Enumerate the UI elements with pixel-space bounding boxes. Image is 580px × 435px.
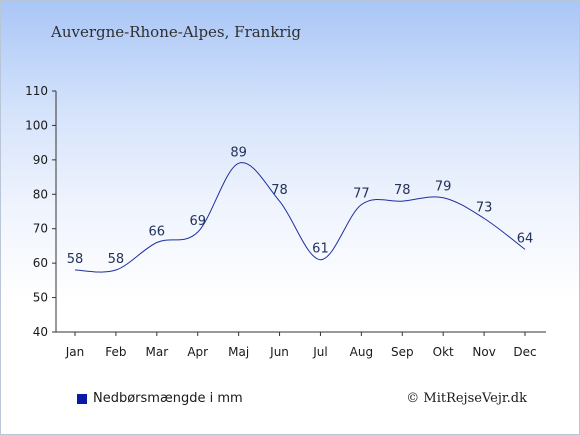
data-label: 58	[67, 252, 84, 267]
legend-label: Nedbørsmængde i mm	[93, 391, 243, 406]
legend-swatch	[77, 393, 87, 404]
y-tick-label: 110	[25, 84, 48, 98]
x-axis-ticks: Jan Feb Mar Apr Maj Jun Jul Aug Sep Okt Nov Dec	[65, 332, 537, 359]
data-label: 69	[189, 214, 206, 229]
legend: Nedbørsmængde i mm	[77, 391, 243, 406]
x-tick-label: Maj	[228, 345, 249, 359]
credit-text: © MitRejseVejr.dk	[406, 391, 527, 406]
x-tick-label: Jan	[65, 345, 85, 359]
data-label: 77	[353, 187, 370, 202]
y-tick-label: 50	[33, 291, 48, 305]
y-tick-label: 80	[33, 187, 48, 201]
x-tick-label: Nov	[472, 345, 495, 359]
chart-subtitle: Auvergne-Rhone-Alpes, Frankrig	[51, 23, 301, 41]
x-tick-label: Aug	[350, 345, 373, 359]
series-line	[74, 162, 526, 273]
data-label: 61	[312, 242, 329, 257]
y-tick-label: 100	[25, 118, 48, 132]
x-tick-label: Dec	[513, 345, 536, 359]
data-label: 89	[230, 145, 247, 160]
x-tick-label: Mar	[145, 345, 168, 359]
x-tick-label: Jun	[269, 345, 289, 359]
data-labels: 58 58 66 69 89 78 61 77 78 79 73 64	[67, 145, 534, 267]
x-tick-label: Feb	[105, 345, 126, 359]
data-label: 73	[476, 200, 493, 215]
y-tick-label: 70	[33, 222, 48, 236]
axes	[55, 91, 546, 333]
x-tick-label: Jul	[312, 345, 327, 359]
x-tick-label: Apr	[187, 345, 208, 359]
x-tick-label: Okt	[433, 345, 454, 359]
data-label: 66	[149, 224, 166, 239]
data-label: 79	[435, 180, 452, 195]
y-tick-label: 90	[33, 153, 48, 167]
data-label: 78	[271, 183, 288, 198]
x-tick-label: Sep	[391, 345, 414, 359]
y-axis-ticks: 40 50 60 70 80 90 100 110	[25, 84, 56, 339]
data-label: 78	[394, 183, 411, 198]
y-tick-label: 40	[33, 325, 48, 339]
data-label: 64	[517, 231, 534, 246]
y-tick-label: 60	[33, 256, 48, 270]
data-label: 58	[108, 252, 125, 267]
